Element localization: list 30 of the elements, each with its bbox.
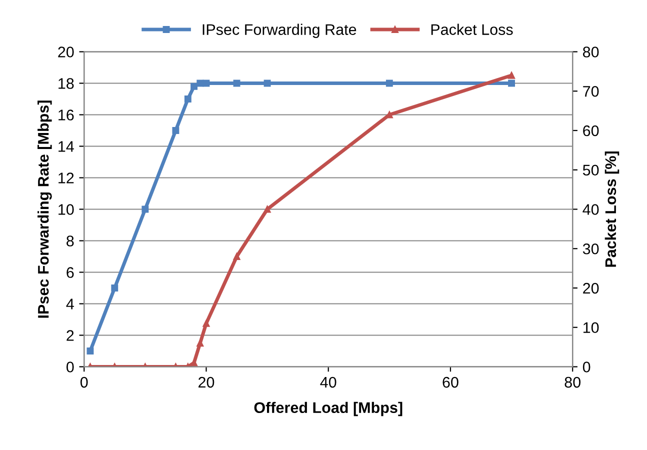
y-tick-label: 2 — [66, 330, 74, 341]
y-tick-label: 4 — [66, 298, 74, 310]
y2-tick-label: 30 — [582, 243, 599, 254]
legend-label: Packet Loss — [431, 24, 513, 35]
x-tick-label: 20 — [198, 376, 214, 388]
y-tick-label: 18 — [58, 78, 74, 89]
x-axis-title: Offered Load [Mbps] — [254, 402, 402, 416]
x-tick-label: 40 — [320, 376, 336, 388]
y2-tick-label: 0 — [582, 362, 590, 372]
y2-tick-label: 40 — [582, 204, 599, 215]
y-tick-label: 16 — [58, 110, 74, 120]
y2-tick-label: 60 — [583, 125, 599, 136]
y-tick-label: 6 — [66, 267, 74, 278]
legend-label: IPsec Forwarding Rate — [202, 24, 356, 38]
x-tick-label: 80 — [564, 376, 580, 388]
y2-axis-title: Packet Loss [%] — [604, 152, 620, 267]
y2-tick-label: 10 — [583, 322, 599, 334]
y-tick-label: 8 — [66, 236, 74, 246]
y-tick-label: 14 — [58, 141, 74, 152]
y2-tick-label: 20 — [583, 282, 599, 294]
y-axis-title: IPsec Forwarding Rate [Mbps] — [38, 100, 52, 318]
y2-tick-label: 50 — [582, 164, 599, 176]
y-tick-label: 0 — [66, 362, 74, 372]
x-tick-label: 60 — [442, 376, 458, 388]
y2-tick-label: 80 — [582, 46, 599, 58]
y2-tick-label: 70 — [583, 86, 599, 97]
x-tick-label: 0 — [80, 376, 88, 388]
y-tick-label: 12 — [58, 172, 74, 184]
y-tick-label: 20 — [58, 46, 74, 58]
y-tick-label: 10 — [58, 204, 74, 215]
